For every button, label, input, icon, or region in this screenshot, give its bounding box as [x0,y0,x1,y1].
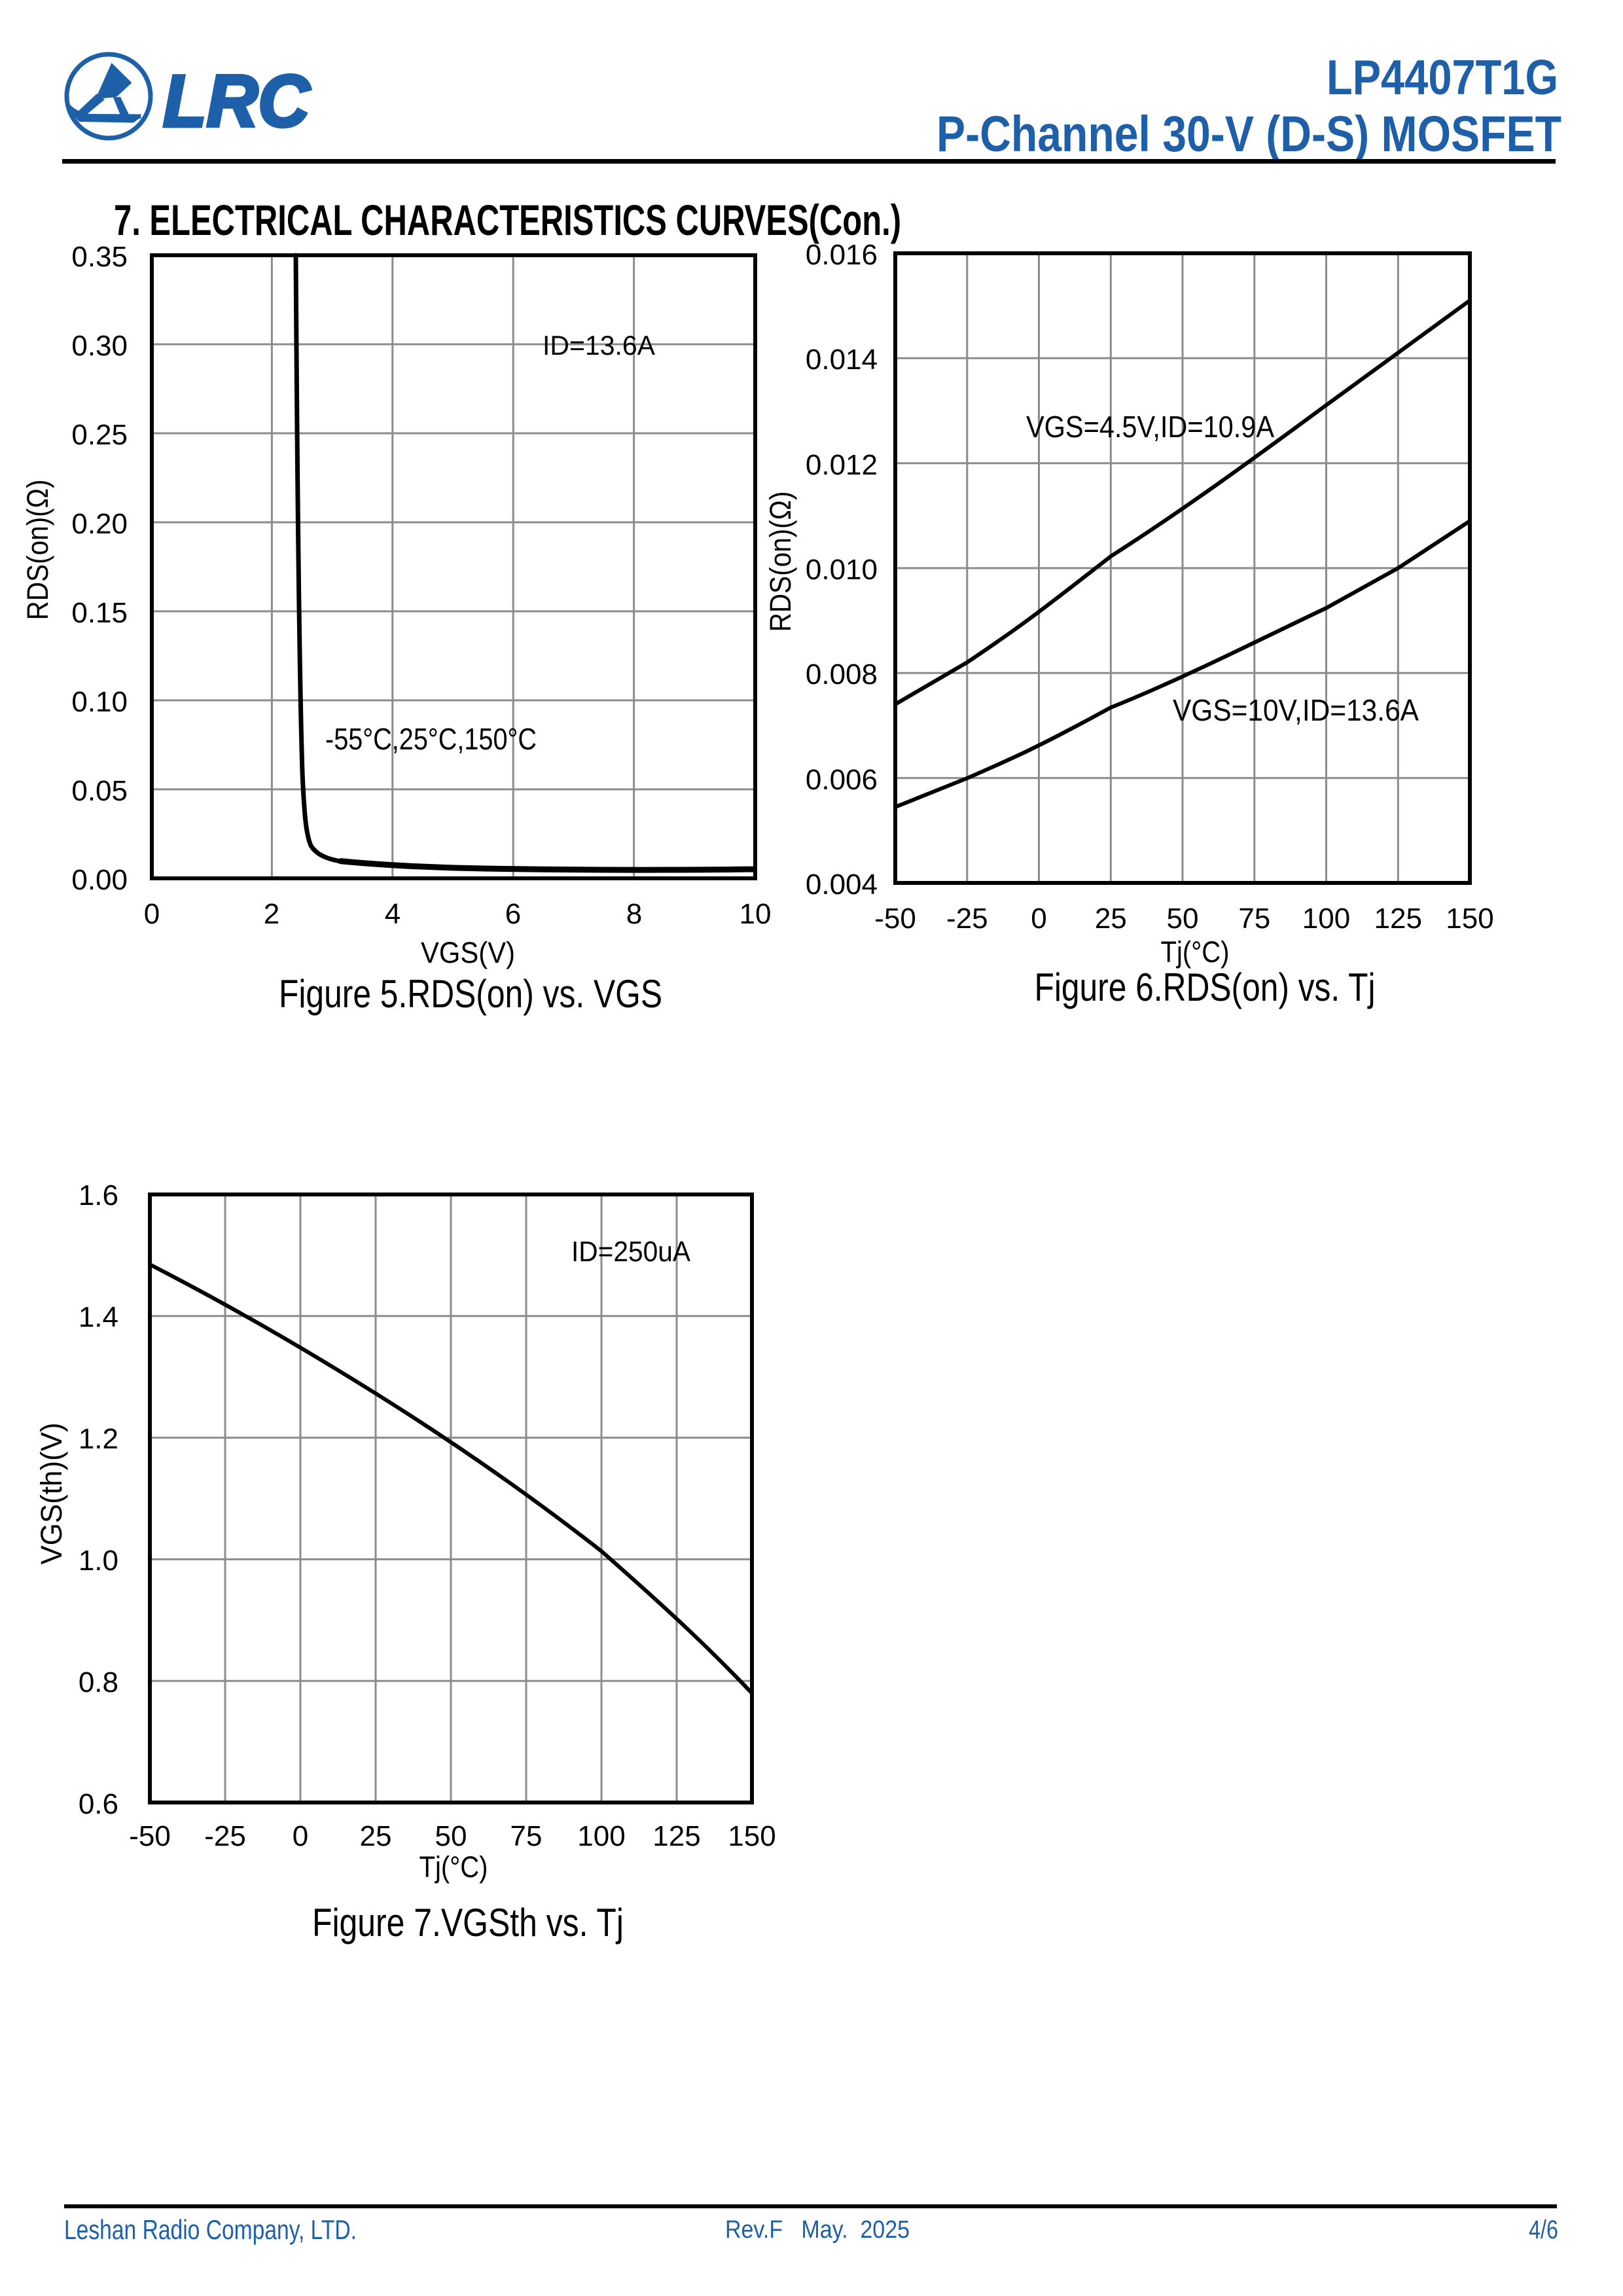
svg-text:Tj(°C): Tj(°C) [419,1850,488,1884]
svg-text:Rev.F May. 2025: Rev.F May. 2025 [725,2216,910,2244]
svg-text:75: 75 [1238,903,1270,935]
svg-text:2: 2 [264,898,279,930]
svg-text:100: 100 [577,1820,625,1852]
svg-text:0.006: 0.006 [806,764,878,796]
svg-text:125: 125 [1374,903,1422,935]
svg-text:7. ELECTRICAL CHARACTERISTICS: 7. ELECTRICAL CHARACTERISTICS CURVES(Con… [114,196,901,244]
svg-text:Figure 5.RDS(on) vs. VGS: Figure 5.RDS(on) vs. VGS [279,972,662,1016]
svg-text:0.05: 0.05 [71,775,128,807]
svg-text:0.20: 0.20 [71,508,128,540]
svg-text:1.6: 1.6 [79,1179,118,1211]
svg-text:0.008: 0.008 [806,658,878,691]
svg-text:1.4: 1.4 [79,1301,118,1333]
svg-text:ID=13.6A: ID=13.6A [543,330,655,361]
svg-text:0.004: 0.004 [806,869,878,901]
svg-text:150: 150 [728,1820,776,1852]
svg-text:8: 8 [626,898,642,930]
svg-text:0.35: 0.35 [71,241,128,273]
svg-text:-50: -50 [129,1820,171,1852]
svg-text:1.2: 1.2 [79,1423,118,1455]
svg-text:50: 50 [1167,903,1199,935]
svg-text:ID=250uA: ID=250uA [571,1236,691,1268]
svg-text:VGS(V): VGS(V) [421,936,515,969]
svg-text:-25: -25 [204,1820,246,1852]
svg-text:10: 10 [740,898,772,930]
svg-text:-50: -50 [874,903,916,935]
svg-text:50: 50 [435,1820,467,1852]
svg-text:RDS(on)(Ω): RDS(on)(Ω) [764,492,797,632]
svg-text:Figure 7.VGSth vs. Tj: Figure 7.VGSth vs. Tj [312,1901,624,1945]
svg-text:LP4407T1G: LP4407T1G [1327,50,1558,105]
svg-text:25: 25 [360,1820,392,1852]
svg-text:Leshan Radio Company, LTD.: Leshan Radio Company, LTD. [64,2214,357,2245]
svg-text:-55°C,25°C,150°C: -55°C,25°C,150°C [325,722,537,756]
svg-text:0: 0 [1031,903,1046,935]
svg-text:VGS=4.5V,ID=10.9A: VGS=4.5V,ID=10.9A [1026,410,1274,444]
svg-text:0.00: 0.00 [71,864,128,896]
svg-text:-25: -25 [946,903,988,935]
svg-text:25: 25 [1095,903,1127,935]
svg-text:0.010: 0.010 [806,554,878,586]
svg-text:75: 75 [510,1820,543,1852]
svg-text:150: 150 [1446,903,1493,935]
svg-text:0.014: 0.014 [806,344,878,376]
svg-text:125: 125 [652,1820,700,1852]
svg-text:0.016: 0.016 [806,239,878,271]
svg-text:0.30: 0.30 [71,330,128,362]
svg-text:0.8: 0.8 [79,1666,118,1698]
svg-text:1.0: 1.0 [79,1545,118,1577]
svg-text:0.6: 0.6 [79,1788,118,1820]
svg-text:Tj(°C): Tj(°C) [1161,935,1230,969]
svg-text:P-Channel 30-V (D-S) MOSFET: P-Channel 30-V (D-S) MOSFET [936,106,1561,162]
svg-text:VGS=10V,ID=13.6A: VGS=10V,ID=13.6A [1173,693,1419,727]
svg-text:4: 4 [385,898,401,930]
svg-text:LRC: LRC [163,60,311,142]
svg-text:0.15: 0.15 [71,597,128,629]
svg-text:0.012: 0.012 [806,449,878,481]
svg-text:4/6: 4/6 [1529,2215,1558,2244]
svg-text:Figure 6.RDS(on) vs. Tj: Figure 6.RDS(on) vs. Tj [1035,965,1376,1009]
svg-text:0: 0 [144,898,160,930]
svg-text:0.10: 0.10 [71,686,128,718]
svg-text:0.25: 0.25 [71,419,128,451]
svg-text:0: 0 [293,1820,308,1852]
svg-text:RDS(on)(Ω): RDS(on)(Ω) [21,480,54,620]
svg-text:6: 6 [505,898,521,930]
svg-text:100: 100 [1302,903,1350,935]
svg-text:VGS(th)(V): VGS(th)(V) [35,1423,68,1565]
